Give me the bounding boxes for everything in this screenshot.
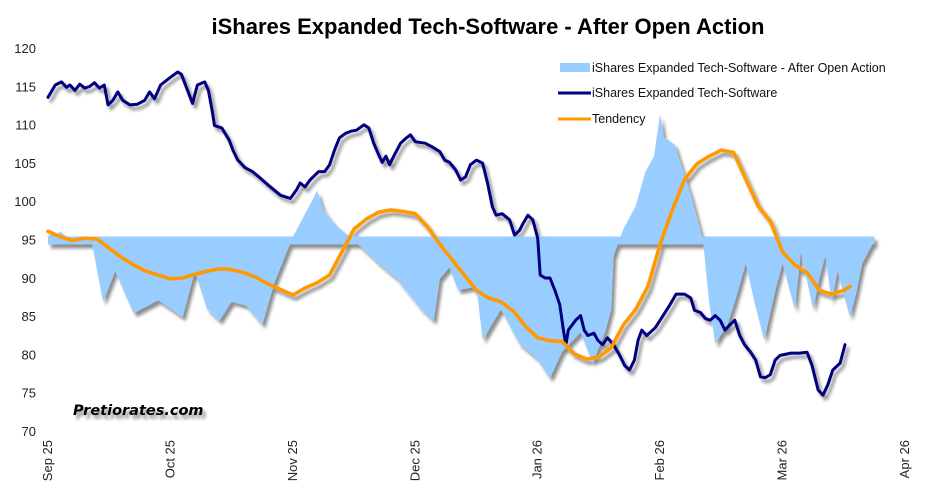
y-tick-label: 95 xyxy=(22,233,36,248)
legend-label-price: iShares Expanded Tech-Software xyxy=(592,86,777,100)
x-tick-label: Feb 26 xyxy=(652,440,667,480)
y-tick-label: 80 xyxy=(22,347,36,362)
legend-label-tendency: Tendency xyxy=(592,112,646,126)
plot-area xyxy=(46,70,875,397)
y-tick-label: 85 xyxy=(22,309,36,324)
y-tick-label: 105 xyxy=(14,156,36,171)
x-tick-label: Apr 26 xyxy=(897,440,912,478)
y-tick-label: 75 xyxy=(22,386,36,401)
watermark: Pretiorates.com xyxy=(73,403,204,419)
legend-label-area: iShares Expanded Tech-Software - After O… xyxy=(592,61,886,75)
y-tick-label: 100 xyxy=(14,194,36,209)
x-tick-label: Nov 25 xyxy=(285,440,300,481)
baseline-band xyxy=(48,236,875,245)
series-line-price xyxy=(46,70,847,397)
series-area-after-open-action xyxy=(48,114,875,379)
x-tick-label: Dec 25 xyxy=(407,440,422,481)
y-tick-label: 115 xyxy=(15,79,36,94)
y-tick-label: 110 xyxy=(15,118,36,133)
y-axis: 70 75 80 85 90 95 100 105 110 115 120 xyxy=(14,41,36,439)
x-axis: Sep 25 Oct 25 Nov 25 Dec 25 Jan 26 Feb 26 Mar … xyxy=(40,440,912,481)
x-tick-label: Oct 25 xyxy=(162,440,177,478)
x-tick-label: Jan 26 xyxy=(530,440,545,479)
series-line-tendency xyxy=(46,148,852,361)
x-tick-label: Sep 25 xyxy=(40,440,55,481)
y-tick-label: 70 xyxy=(22,424,36,439)
legend-swatch-area xyxy=(560,63,590,72)
y-tick-label: 90 xyxy=(22,271,36,286)
legend: iShares Expanded Tech-Software - After O… xyxy=(558,61,886,126)
x-tick-label: Mar 26 xyxy=(775,440,790,480)
chart-title: iShares Expanded Tech-Software - After O… xyxy=(212,14,765,39)
y-tick-label: 120 xyxy=(14,41,36,56)
